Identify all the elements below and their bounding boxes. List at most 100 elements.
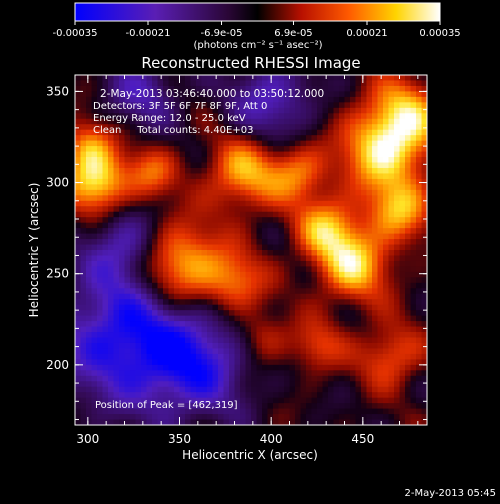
- heatmap-cell: [80, 277, 87, 284]
- heatmap-cell: [273, 321, 280, 328]
- heatmap-cell: [251, 321, 258, 328]
- heatmap-cell: [218, 381, 225, 388]
- heatmap-cell: [229, 260, 236, 268]
- heatmap-cell: [80, 381, 87, 388]
- heatmap-cell: [295, 326, 302, 333]
- heatmap-cell: [185, 75, 192, 82]
- heatmap-cell: [344, 353, 351, 360]
- heatmap-cell: [196, 91, 203, 98]
- heatmap-cell: [163, 167, 170, 175]
- heatmap-cell: [168, 233, 175, 240]
- colorbar-gradient: [74, 2, 441, 22]
- heatmap-cell: [372, 80, 379, 87]
- heatmap-cell: [399, 419, 406, 425]
- heatmap-cell: [207, 282, 214, 289]
- heatmap-cell: [174, 173, 181, 180]
- heatmap-cell: [234, 228, 241, 235]
- heatmap-cell: [124, 239, 131, 246]
- heatmap-cell: [372, 250, 379, 257]
- heatmap-cell: [295, 102, 302, 109]
- heatmap-cell: [141, 167, 148, 175]
- heatmap-cell: [190, 107, 197, 114]
- heatmap-cell: [405, 310, 412, 317]
- heatmap-cell: [218, 414, 225, 421]
- heatmap-cell: [328, 85, 335, 93]
- heatmap-cell: [196, 129, 203, 136]
- heatmap-cell: [75, 173, 82, 180]
- heatmap-cell: [355, 124, 362, 131]
- heatmap-cell: [223, 337, 230, 344]
- heatmap-cell: [333, 85, 340, 93]
- heatmap-cell: [223, 321, 230, 328]
- heatmap-cell: [262, 222, 269, 229]
- heatmap-cell: [113, 315, 120, 322]
- heatmap-cell: [262, 310, 269, 317]
- heatmap-cell: [157, 293, 164, 300]
- heatmap-cell: [306, 184, 313, 191]
- heatmap-cell: [113, 304, 120, 311]
- heatmap-cell: [229, 239, 236, 246]
- heatmap-cell: [168, 118, 175, 125]
- heatmap-cell: [218, 403, 225, 410]
- heatmap-cell: [416, 222, 423, 229]
- heatmap-cell: [86, 244, 93, 251]
- heatmap-cell: [421, 135, 427, 142]
- heatmap-cell: [410, 217, 417, 224]
- heatmap-cell: [377, 178, 384, 185]
- heatmap-cell: [146, 353, 153, 360]
- heatmap-cell: [355, 162, 362, 169]
- heatmap-cell: [273, 102, 280, 109]
- heatmap-cell: [163, 326, 170, 333]
- heatmap-cell: [355, 282, 362, 289]
- heatmap-cell: [234, 282, 241, 289]
- heatmap-cell: [377, 359, 384, 366]
- heatmap-cell: [410, 414, 417, 421]
- heatmap-cell: [108, 277, 115, 284]
- heatmap-cell: [245, 277, 252, 284]
- heatmap-cell: [201, 353, 208, 360]
- heatmap-cell: [168, 140, 175, 147]
- heatmap-cell: [388, 419, 395, 425]
- annotations: 2-May-2013 03:46:40.000 to 03:50:12.000 …: [93, 88, 324, 411]
- heatmap-cell: [372, 419, 379, 425]
- heatmap-cell: [377, 195, 384, 202]
- heatmap-cell: [273, 337, 280, 344]
- heatmap-cell: [421, 118, 427, 125]
- heatmap-cell: [108, 414, 115, 421]
- heatmap-cell: [234, 414, 241, 421]
- heatmap-cell: [168, 375, 175, 382]
- heatmap-cell: [207, 113, 214, 120]
- heatmap-cell: [251, 332, 258, 339]
- heatmap-cell: [399, 178, 406, 185]
- heatmap-cell: [405, 80, 412, 87]
- heatmap-cell: [223, 228, 230, 235]
- heatmap-cell: [273, 277, 280, 284]
- heatmap-cell: [212, 129, 219, 136]
- heatmap-cell: [394, 342, 401, 350]
- heatmap-cell: [267, 113, 274, 120]
- heatmap-cell: [240, 173, 247, 180]
- heatmap-cell: [223, 255, 230, 262]
- heatmap-cell: [141, 91, 148, 98]
- heatmap-cell: [218, 353, 225, 360]
- heatmap-cell: [152, 228, 159, 235]
- heatmap-cell: [201, 348, 208, 355]
- heatmap-cell: [278, 299, 285, 306]
- heatmap-cell: [152, 118, 159, 125]
- heatmap-cell: [223, 326, 230, 333]
- heatmap-cell: [339, 135, 346, 142]
- heatmap-cell: [421, 419, 427, 425]
- heatmap-cell: [267, 233, 274, 240]
- heatmap-cell: [234, 403, 241, 410]
- heatmap-cell: [289, 217, 296, 224]
- heatmap-cell: [75, 200, 82, 207]
- heatmap-cell: [416, 96, 423, 103]
- heatmap-cell: [361, 299, 368, 306]
- heatmap-cell: [333, 195, 340, 202]
- heatmap-cell: [212, 206, 219, 213]
- heatmap-cell: [394, 189, 401, 196]
- heatmap-cell: [113, 359, 120, 366]
- heatmap-cell: [361, 162, 368, 169]
- heatmap-cell: [388, 239, 395, 246]
- heatmap-cell: [322, 102, 329, 109]
